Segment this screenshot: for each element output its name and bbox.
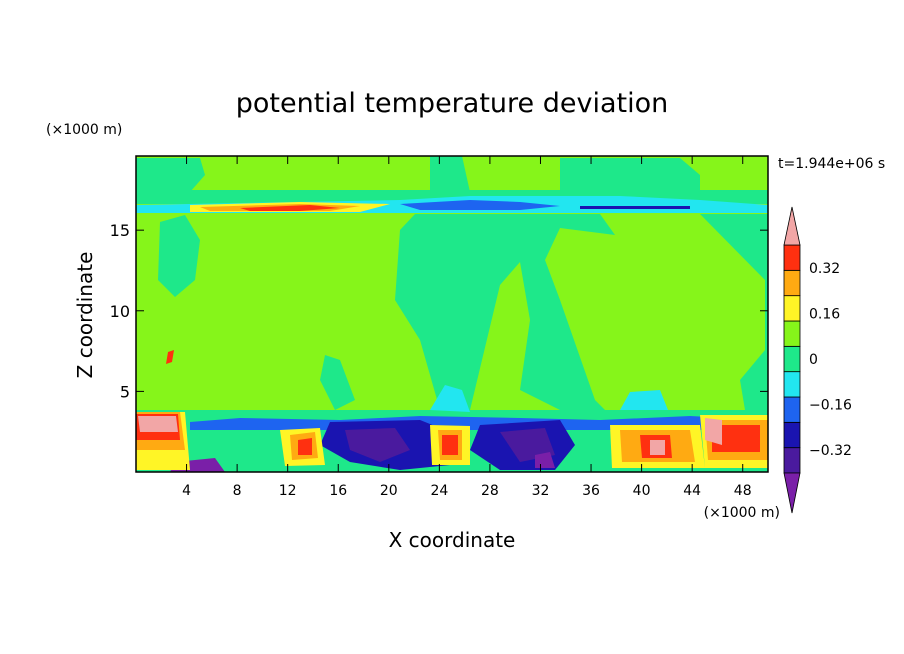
mid-cell-right xyxy=(700,214,768,410)
boundary-layer-cyan-plumes xyxy=(430,385,668,412)
y-tick-label: 15 xyxy=(110,221,130,240)
x-tick-label: 40 xyxy=(633,483,651,499)
x-tick-label: 36 xyxy=(582,483,600,499)
x-axis-label: X coordinate xyxy=(389,528,516,552)
inversion-layer-red xyxy=(240,205,340,211)
colorbar-top-triangle xyxy=(783,206,801,246)
x-axis-unit: (×1000 m) xyxy=(704,505,780,521)
mid-cell-left xyxy=(158,215,200,297)
chart-title: potential temperature deviation xyxy=(236,88,668,119)
colorbar-segment xyxy=(783,396,801,423)
y-axis-unit: (×1000 m) xyxy=(46,122,122,138)
colorbar-segment xyxy=(783,345,801,373)
x-tick-label: 12 xyxy=(279,483,297,499)
colorbar-segment xyxy=(783,244,801,271)
y-axis-ticks: 5 10 15 xyxy=(110,221,768,401)
colorbar-tick-label: −0.16 xyxy=(809,398,852,414)
colorbar-tick-label: 0.16 xyxy=(809,306,840,322)
colorbar: 0.32 0.16 0 −0.16 −0.32 xyxy=(783,206,852,514)
colorbar-bottom-triangle xyxy=(783,472,801,514)
colorbar-segment xyxy=(783,269,801,297)
x-tick-label: 44 xyxy=(683,483,701,499)
x-tick-label: 20 xyxy=(380,483,398,499)
mid-column-center xyxy=(395,214,615,415)
boundary-layer-darkest xyxy=(170,452,555,472)
y-axis-label: Z coordinate xyxy=(73,252,97,379)
x-axis-ticks: 4 8 12 16 20 24 28 32 36 40 44 48 xyxy=(182,156,752,499)
boundary-layer-red xyxy=(136,414,760,458)
x-tick-label: 48 xyxy=(734,483,752,499)
colorbar-segment xyxy=(783,421,801,449)
x-tick-label: 32 xyxy=(532,483,550,499)
colorbar-tick-label: −0.32 xyxy=(809,443,852,459)
mid-cell-lowleft xyxy=(320,355,355,410)
colorbar-tick-label: 0.32 xyxy=(809,261,840,277)
colorbar-segment xyxy=(783,447,801,474)
plot-frame xyxy=(135,155,769,473)
boundary-layer-violet-2 xyxy=(500,428,555,462)
colorbar-segment xyxy=(783,371,801,398)
x-tick-label: 24 xyxy=(430,483,448,499)
x-tick-label: 16 xyxy=(329,483,347,499)
boundary-layer-pink xyxy=(138,416,722,455)
x-tick-label: 8 xyxy=(233,483,242,499)
y-tick-label: 5 xyxy=(120,382,130,401)
x-tick-label: 4 xyxy=(182,483,191,499)
right-upper-cell xyxy=(560,158,700,192)
contour-field xyxy=(136,156,768,472)
time-label: t=1.944e+06 s xyxy=(778,156,885,172)
colorbar-segment xyxy=(783,320,801,347)
colorbar-segment xyxy=(783,295,801,322)
boundary-layer-deep-violet xyxy=(345,428,410,462)
colorbar-tick-label: 0 xyxy=(809,352,818,368)
top-center-cell xyxy=(430,156,470,192)
inversion-layer-darkblue xyxy=(580,206,690,209)
y-tick-label: 10 xyxy=(110,302,130,321)
small-warm-spot xyxy=(166,350,174,364)
left-upper-cell xyxy=(136,158,205,192)
inversion-layer-blue xyxy=(400,200,560,210)
x-tick-label: 28 xyxy=(481,483,499,499)
